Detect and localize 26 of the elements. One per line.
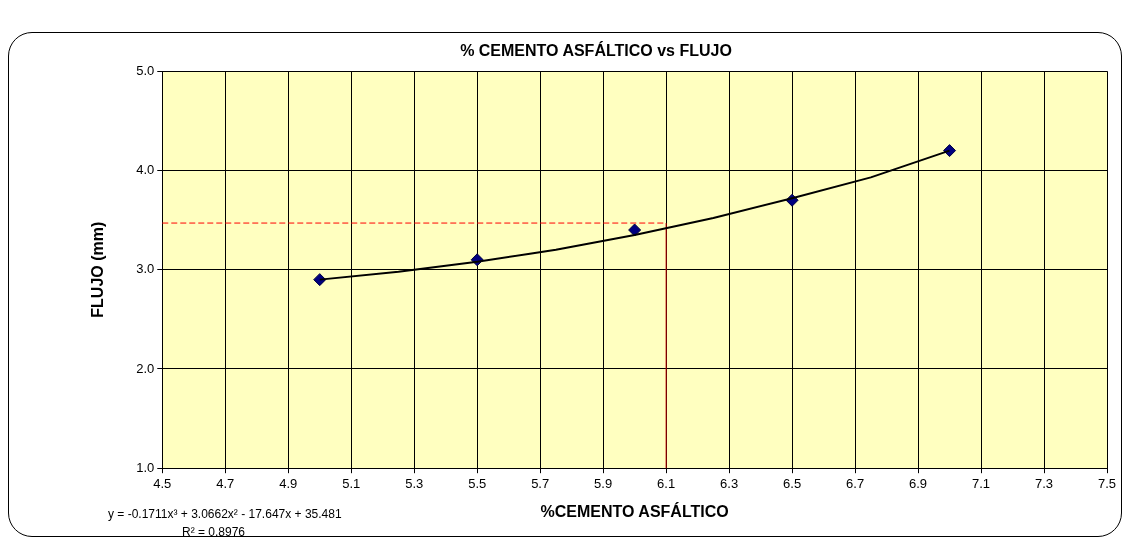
y-tick-label: 4.0 [136, 162, 155, 178]
x-tick-label: 4.7 [216, 475, 235, 491]
y-tick-label: 2.0 [136, 360, 155, 376]
y-tick-label: 3.0 [136, 261, 155, 277]
x-tick-label: 6.3 [720, 475, 739, 491]
x-tick-label: 7.1 [972, 475, 991, 491]
x-tick-label: 4.9 [279, 475, 298, 491]
x-tick-label: 7.5 [1097, 475, 1117, 491]
y-tick-label: 1.0 [136, 459, 155, 475]
chart-title: % CEMENTO ASFÁLTICO vs FLUJO [460, 41, 732, 60]
x-tick-label: 4.5 [153, 475, 172, 491]
x-tick-label: 5.1 [342, 475, 361, 491]
x-tick-label: 6.7 [846, 475, 865, 491]
x-axis-title: %CEMENTO ASFÁLTICO [540, 501, 729, 520]
text: R² = 0.8976 [182, 525, 246, 539]
x-tick-label: 6.9 [909, 475, 928, 491]
x-tick-label: 5.9 [594, 475, 613, 491]
x-tick-label: 7.3 [1034, 475, 1054, 491]
x-tick-label: 6.5 [783, 475, 802, 491]
y-axis-title: FLUJO (mm) [89, 221, 107, 318]
y-tick-label: 5.0 [136, 62, 155, 78]
x-tick-label: 5.7 [531, 475, 550, 491]
x-tick-label: 5.3 [405, 475, 424, 491]
x-tick-label: 6.1 [657, 475, 676, 491]
text: y = -0.1711x³ + 3.0662x² - 17.647x + 35.481 [108, 507, 342, 521]
x-tick-label: 5.5 [468, 475, 487, 491]
